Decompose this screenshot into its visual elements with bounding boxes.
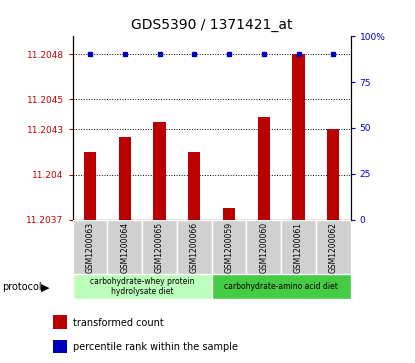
Text: GSM1200061: GSM1200061 — [294, 222, 303, 273]
Bar — [258, 118, 270, 220]
Bar — [327, 130, 339, 220]
FancyBboxPatch shape — [281, 220, 316, 274]
Bar — [53, 315, 67, 329]
Bar — [223, 208, 235, 220]
Bar — [154, 122, 166, 220]
FancyBboxPatch shape — [73, 220, 107, 274]
Text: protocol: protocol — [2, 282, 42, 293]
Bar — [188, 152, 200, 220]
Bar — [53, 340, 67, 353]
FancyBboxPatch shape — [212, 274, 351, 299]
FancyBboxPatch shape — [212, 220, 247, 274]
Bar — [119, 137, 131, 220]
Text: GSM1200065: GSM1200065 — [155, 222, 164, 273]
Text: carbohydrate-whey protein
hydrolysate diet: carbohydrate-whey protein hydrolysate di… — [90, 277, 194, 297]
Text: GSM1200063: GSM1200063 — [85, 222, 95, 273]
FancyBboxPatch shape — [142, 220, 177, 274]
Text: GSM1200062: GSM1200062 — [329, 222, 338, 273]
FancyBboxPatch shape — [107, 220, 142, 274]
FancyBboxPatch shape — [247, 220, 281, 274]
Title: GDS5390 / 1371421_at: GDS5390 / 1371421_at — [131, 19, 293, 33]
FancyBboxPatch shape — [316, 220, 351, 274]
FancyBboxPatch shape — [177, 220, 212, 274]
Bar — [84, 152, 96, 220]
Text: ▶: ▶ — [41, 282, 49, 293]
Text: GSM1200060: GSM1200060 — [259, 222, 268, 273]
Text: carbohydrate-amino acid diet: carbohydrate-amino acid diet — [224, 282, 338, 291]
Text: GSM1200064: GSM1200064 — [120, 222, 129, 273]
Text: GSM1200066: GSM1200066 — [190, 222, 199, 273]
Text: percentile rank within the sample: percentile rank within the sample — [73, 342, 238, 352]
Text: GSM1200059: GSM1200059 — [225, 222, 234, 273]
Text: transformed count: transformed count — [73, 318, 164, 327]
FancyBboxPatch shape — [73, 274, 212, 299]
Bar — [293, 54, 305, 220]
